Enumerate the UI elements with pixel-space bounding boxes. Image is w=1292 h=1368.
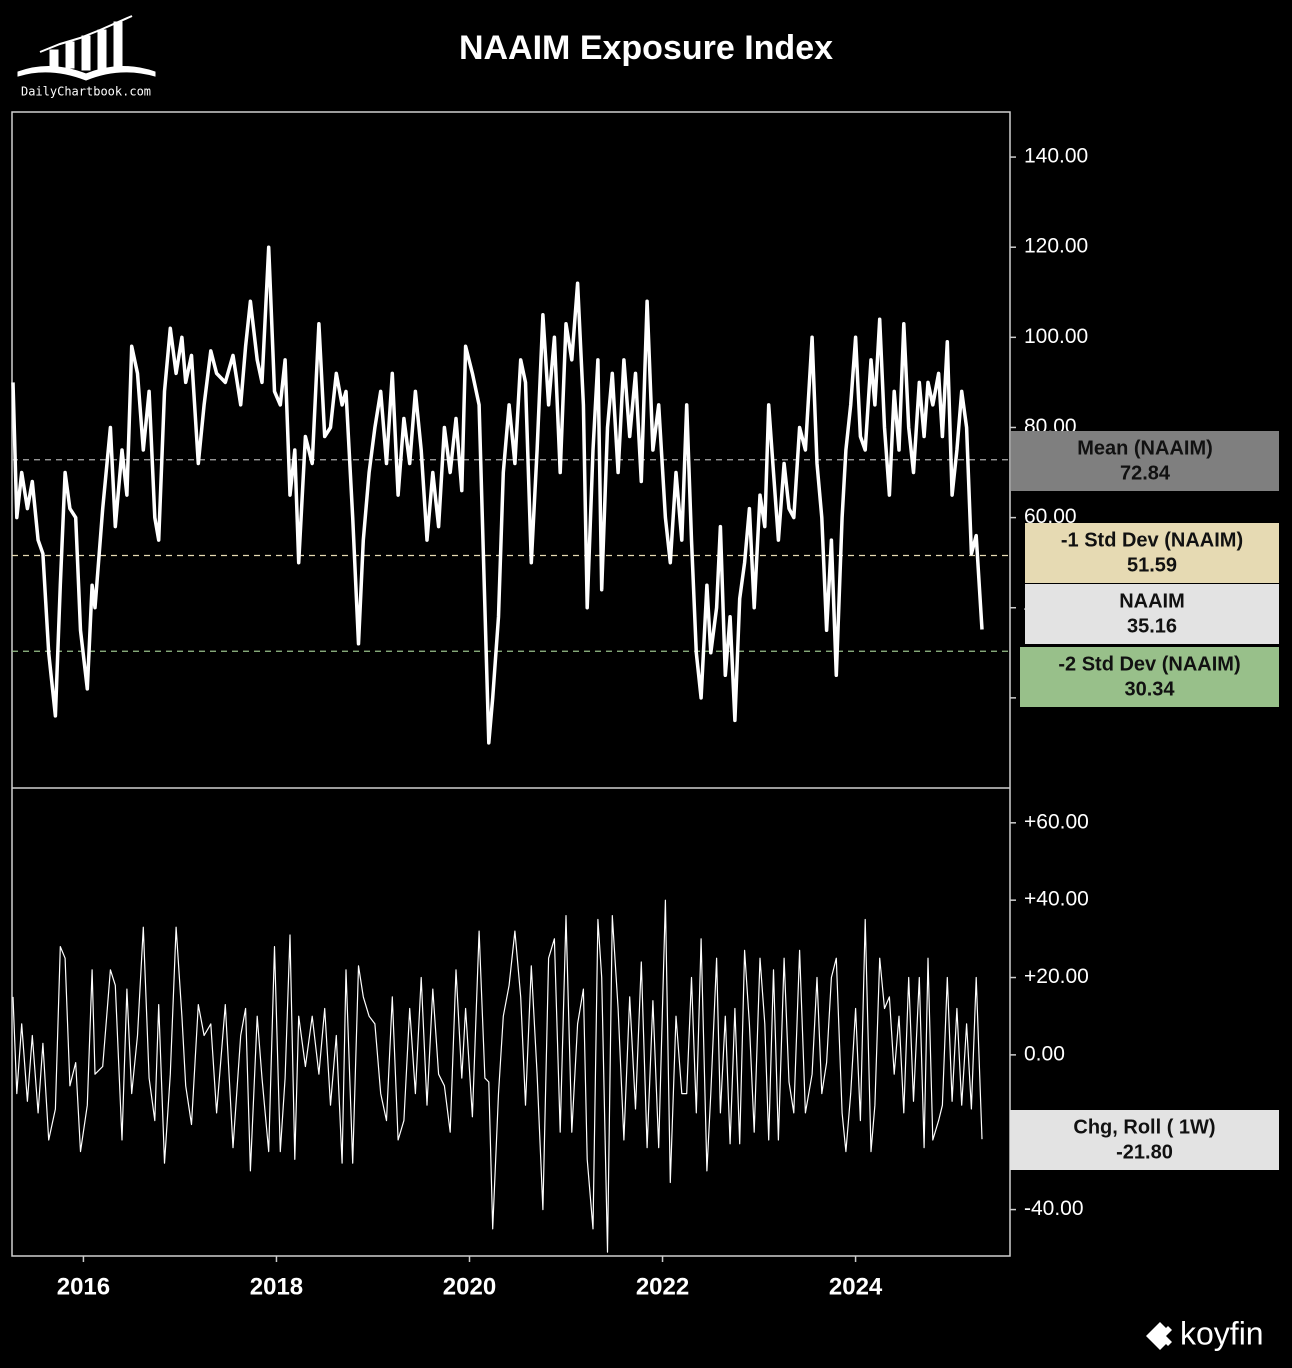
- x-tick-label: 2018: [250, 1273, 303, 1300]
- series-line: [12, 899, 983, 1253]
- value-box-name: -1 Std Dev (NAAIM): [1061, 529, 1243, 551]
- value-box-value: 51.59: [1127, 554, 1177, 576]
- y-tick-label: 60.00: [1024, 505, 1077, 528]
- x-tick-label: 2024: [829, 1273, 883, 1300]
- y-tick-label: +40.00: [1024, 888, 1089, 911]
- y-tick-label: 140.00: [1024, 145, 1088, 168]
- chart-title: NAAIM Exposure Index: [459, 29, 833, 67]
- watermark: koyfin: [1180, 1315, 1264, 1351]
- value-box-name: -2 Std Dev (NAAIM): [1058, 653, 1240, 675]
- y-tick-label: +60.00: [1024, 810, 1089, 833]
- value-box: [1010, 1110, 1279, 1170]
- value-box-value: 72.84: [1120, 462, 1171, 484]
- plot-frame: [11, 111, 1011, 1257]
- logo-icon: [17, 15, 156, 81]
- x-tick-label: 2016: [57, 1273, 110, 1300]
- value-box: [1025, 584, 1279, 644]
- value-box: [1025, 523, 1279, 583]
- value-box: [1011, 431, 1279, 491]
- y-tick-label: 100.00: [1024, 325, 1088, 348]
- value-box-name: Mean (NAAIM): [1077, 437, 1213, 459]
- series-line: [11, 245, 984, 745]
- y-tick-label: 0.00: [1024, 1042, 1065, 1065]
- value-box-name: NAAIM: [1119, 590, 1185, 612]
- y-tick-label: -40.00: [1024, 1197, 1084, 1220]
- value-box-value: -21.80: [1116, 1141, 1173, 1163]
- value-box-name: Chg, Roll ( 1W): [1073, 1116, 1215, 1138]
- y-tick-label: +20.00: [1024, 965, 1089, 988]
- watermark-icon: [1146, 1322, 1172, 1350]
- value-box-value: 35.16: [1127, 615, 1177, 637]
- logo-text: DailyChartbook.com: [21, 85, 151, 99]
- value-box-value: 30.34: [1124, 678, 1175, 700]
- x-tick-label: 2020: [443, 1273, 496, 1300]
- x-tick-label: 2022: [636, 1273, 689, 1300]
- y-tick-label: 120.00: [1024, 235, 1088, 258]
- value-box: [1020, 647, 1279, 707]
